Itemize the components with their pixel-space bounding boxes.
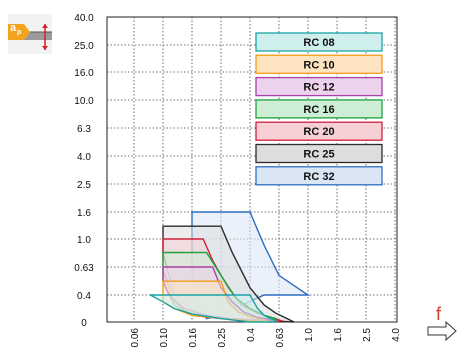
legend-item: RC 32 [255,166,383,186]
x-tick-label: 0.4 [246,328,257,342]
legend: RC 08 RC 10 RC 12 RC 16 RC 20 RC 25 RC 32 [255,32,383,186]
legend-label: RC 25 [303,149,334,161]
legend-label: RC 16 [303,104,334,116]
y-tick-label: 6.3 [77,124,91,135]
legend-label: RC 32 [303,171,334,183]
legend-label: RC 20 [303,126,334,138]
legend-label: RC 10 [303,59,334,71]
legend-item: RC 16 [255,99,383,119]
x-tick-label: 4.0 [391,328,402,342]
x-axis-label: f [436,304,442,324]
x-tick-label: 0.16 [188,328,199,348]
y-tick-label: 40.0 [74,13,94,24]
y-tick-label: 16.0 [74,68,94,79]
legend-label: RC 12 [303,82,334,94]
y-tick-label: 4.0 [77,152,91,163]
legend-item: RC 25 [255,143,383,164]
legend-swatch [255,76,383,97]
legend-swatch [255,99,383,119]
y-tick-label: 1.6 [77,208,91,219]
y-tick-label: 25.0 [74,41,94,52]
x-axis-arrow-icon [427,320,457,342]
y-tick-label: 0 [81,318,87,329]
legend-item: RC 08 [255,32,383,52]
legend-swatch [255,54,383,74]
legend-swatch [255,32,383,52]
legend-swatch [255,143,383,164]
x-tick-label: 1.0 [304,328,315,342]
y-tick-label: 2.5 [77,180,91,191]
ap-subscript: p [17,29,21,36]
x-tick-label: 0.25 [217,328,228,348]
legend-item: RC 20 [255,121,383,141]
insert-depth-icon: a p [8,14,52,54]
y-axis-ticks: 0 0.4 0.63 1.0 1.6 2.5 4.0 6.3 10.0 16.0 25.0 40.0 [74,13,94,329]
series-layer [149,211,311,323]
y-tick-label: 0.4 [77,291,91,302]
legend-swatch [255,166,383,186]
x-tick-label: 0.10 [159,328,170,348]
ap-symbol: a [10,22,17,34]
legend-swatch [255,121,383,141]
x-tick-label: 1.6 [333,328,344,342]
y-tick-label: 1.0 [77,235,91,246]
legend-label: RC 08 [303,37,334,49]
x-tick-label: 2.5 [362,328,373,342]
y-tick-label: 0.63 [74,263,94,274]
legend-item: RC 10 [255,54,383,74]
series-area-rc-08 [149,294,277,323]
legend-item: RC 12 [255,76,383,97]
x-axis-ticks: 0.06 0.10 0.16 0.25 0.4 0.63 1.0 1.6 2.5 4.0 [130,328,402,348]
x-tick-label: 0.06 [130,328,141,348]
y-tick-label: 10.0 [74,96,94,107]
x-tick-label: 0.63 [275,328,286,348]
